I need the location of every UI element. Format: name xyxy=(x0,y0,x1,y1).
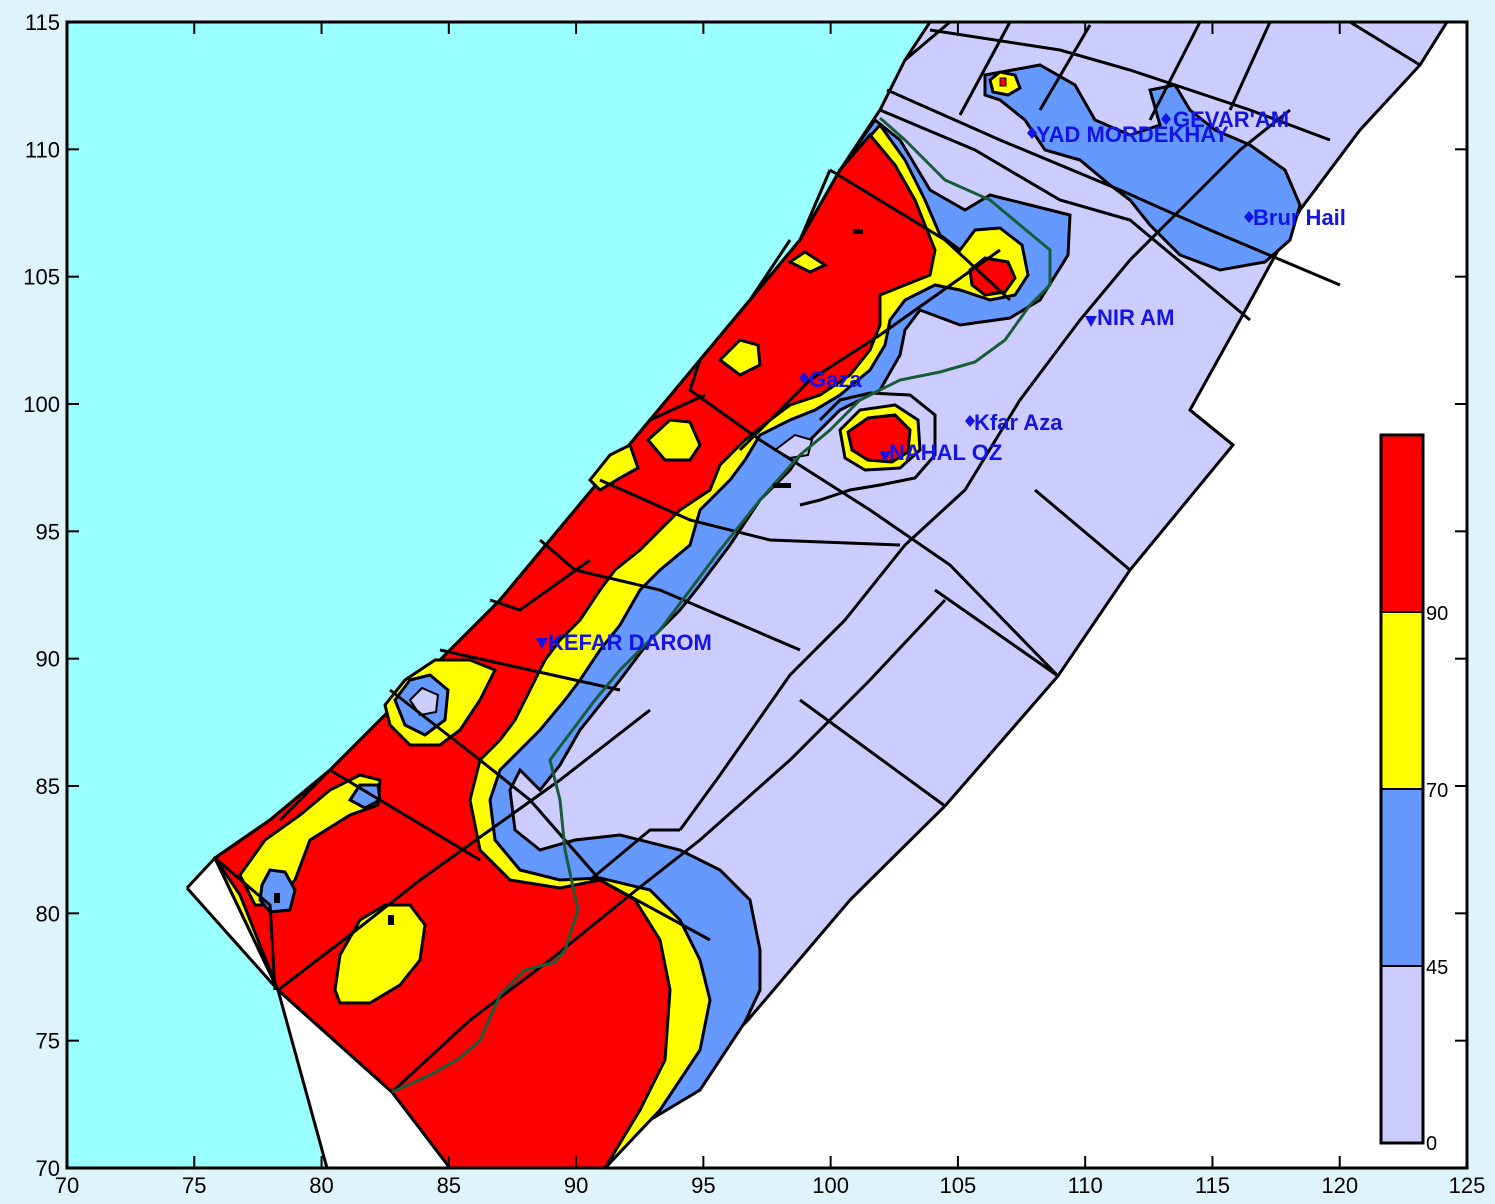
legend-label-90: 90 xyxy=(1426,603,1448,625)
y-tick-labels: 115 110 105 100 95 90 85 80 75 70 xyxy=(23,10,60,1181)
place-label-gevaram: GEVAR'AM xyxy=(1173,107,1289,132)
x-tick-label: 115 xyxy=(1195,1173,1230,1198)
triangle-marker-icon xyxy=(536,638,548,649)
x-tick-label: 75 xyxy=(182,1173,206,1198)
diamond-marker-icon xyxy=(1161,113,1171,125)
y-tick-label: 115 xyxy=(25,10,60,35)
yellow-island-mid-2 xyxy=(587,442,640,492)
yellow-island-mid-3 xyxy=(717,338,762,377)
place-label-nir-am: NIR AM xyxy=(1097,305,1174,330)
band-45-70-northeast xyxy=(983,63,1302,272)
legend-swatch-90-plus xyxy=(1381,435,1423,612)
marker-dash-1 xyxy=(853,229,863,234)
plot-frame xyxy=(65,20,1469,1170)
place-kefar-darom: KEFAR DAROM xyxy=(536,630,712,655)
y-tick-label: 75 xyxy=(36,1029,60,1054)
place-nahal-oz: NAHAL OZ xyxy=(879,440,1002,465)
red-island-northeast xyxy=(968,256,1017,297)
place-gevaram: GEVAR'AM xyxy=(1161,107,1289,132)
x-tick-label: 100 xyxy=(812,1173,849,1198)
y-tick-label: 95 xyxy=(36,519,60,544)
legend-label-70: 70 xyxy=(1426,780,1448,802)
border-line xyxy=(391,116,1052,1094)
place-label-yad-mordekhay: YAD MORDEKHAY xyxy=(1036,122,1229,147)
x-tick-label: 70 xyxy=(55,1173,79,1198)
x-tick-label: 105 xyxy=(940,1173,977,1198)
marker-dash-4 xyxy=(274,893,280,903)
y-tick-label: 90 xyxy=(36,647,60,672)
y-tick-label: 105 xyxy=(23,265,60,290)
blue-island-southwest xyxy=(258,868,297,914)
place-label-kefar-darom: KEFAR DAROM xyxy=(548,630,712,655)
x-tick-labels: 70 75 80 85 90 95 100 105 110 115 120 125 xyxy=(55,1173,1486,1198)
yellow-island-mid-1 xyxy=(645,418,702,462)
red-island-nahal-oz xyxy=(846,413,912,464)
place-label-gaza: Gaza xyxy=(809,367,862,392)
diamond-marker-icon xyxy=(965,415,975,427)
marker-dash-2 xyxy=(773,483,791,488)
place-brur-hail: Brur Hail xyxy=(1244,205,1346,230)
triangle-marker-icon xyxy=(879,451,891,462)
legend-label-45: 45 xyxy=(1426,957,1448,979)
x-tick-label: 80 xyxy=(309,1173,333,1198)
place-yad-mordekhay: YAD MORDEKHAY xyxy=(1027,122,1229,147)
diamond-marker-icon xyxy=(1027,127,1037,139)
legend-swatch-0-45 xyxy=(1381,966,1423,1143)
legend-swatch-45-70 xyxy=(1381,789,1423,966)
x-tick-label: 125 xyxy=(1449,1173,1486,1198)
y-tick-label: 100 xyxy=(23,392,60,417)
place-kfar-aza: Kfar Aza xyxy=(965,410,1063,435)
place-label-nahal-oz: NAHAL OZ xyxy=(889,440,1002,465)
cell-grid xyxy=(185,20,1421,1169)
place-label-kfar-aza: Kfar Aza xyxy=(974,410,1063,435)
x-tick-label: 85 xyxy=(437,1173,461,1198)
x-tick-label: 95 xyxy=(691,1173,715,1198)
y-tick-label: 85 xyxy=(36,774,60,799)
place-nir-am: NIR AM xyxy=(1085,305,1174,330)
diamond-marker-icon xyxy=(799,372,809,384)
x-tick-label: 120 xyxy=(1321,1173,1358,1198)
y-tick-label: 70 xyxy=(36,1156,60,1181)
diamond-marker-icon xyxy=(1244,211,1254,223)
x-tick-label: 110 xyxy=(1068,1173,1103,1198)
x-tick-label: 90 xyxy=(564,1173,588,1198)
red-spot-top xyxy=(999,77,1007,87)
place-gaza: Gaza xyxy=(799,367,862,392)
axis-ticks xyxy=(66,21,1468,1169)
yellow-island-mid-4 xyxy=(787,250,829,274)
triangle-marker-icon xyxy=(1085,316,1097,327)
legend-colorbar: 90 70 45 0 xyxy=(1379,433,1448,1155)
legend-label-0: 0 xyxy=(1426,1133,1437,1155)
blue-ring-nahal-oz xyxy=(799,391,937,507)
y-tick-label: 110 xyxy=(25,137,60,162)
marker-dash-3 xyxy=(388,915,394,925)
place-label-brur-hail: Brur Hail xyxy=(1253,205,1346,230)
sea-area xyxy=(67,22,930,1168)
y-tick-label: 80 xyxy=(36,901,60,926)
legend-swatch-70-90 xyxy=(1381,612,1423,789)
